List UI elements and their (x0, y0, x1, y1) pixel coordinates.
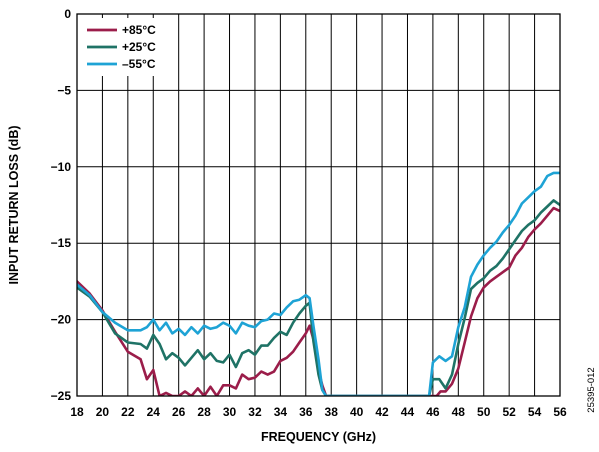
series-line-2 (77, 199, 560, 396)
y-axis-title: INPUT RETURN LOSS (dB) (7, 125, 21, 284)
x-tick-label: 24 (147, 405, 161, 419)
x-tick-label: 44 (401, 405, 415, 419)
y-tick-labels: 0 −5 −10 −15 −20 −25 (51, 7, 72, 403)
x-tick-label: 38 (325, 405, 339, 419)
x-tick-label: 20 (96, 405, 110, 419)
x-tick-labels: 18 20 22 24 26 28 30 32 34 36 38 40 42 44 46 48 50 52 54 56 (70, 405, 567, 419)
x-tick-label: 56 (553, 405, 567, 419)
x-tick-label: 22 (121, 405, 135, 419)
x-tick-label: 28 (197, 405, 211, 419)
x-tick-label: 34 (274, 405, 288, 419)
y-tick-label: −5 (57, 83, 71, 97)
y-tick-label: −20 (51, 313, 72, 327)
y-tick-label: −25 (51, 389, 72, 403)
x-tick-label: 26 (172, 405, 186, 419)
legend-label: –55°C (122, 57, 156, 71)
x-tick-label: 48 (452, 405, 466, 419)
y-tick-label: −10 (51, 160, 72, 174)
x-tick-label: 46 (426, 405, 440, 419)
x-tick-label: 42 (375, 405, 389, 419)
x-tick-label: 54 (528, 405, 542, 419)
legend-label: +85°C (122, 23, 156, 37)
legend: +85°C +25°C –55°C (81, 18, 173, 76)
x-tick-label: 50 (477, 405, 491, 419)
series-line-1 (77, 206, 560, 396)
series-lines (77, 171, 560, 396)
figure-id: 25395-012 (586, 367, 597, 412)
x-tick-label: 30 (223, 405, 237, 419)
y-tick-label: −15 (51, 236, 72, 250)
y-tick-label: 0 (64, 7, 71, 21)
series-line-3 (77, 171, 560, 396)
legend-label: +25°C (122, 40, 156, 54)
grid-lines (76, 13, 561, 397)
x-tick-label: 32 (248, 405, 262, 419)
x-tick-label: 52 (502, 405, 516, 419)
x-tick-label: 36 (299, 405, 313, 419)
plot-frame (76, 13, 561, 397)
x-tick-label: 40 (350, 405, 364, 419)
x-axis-title: FREQUENCY (GHz) (261, 430, 376, 444)
x-tick-label: 18 (70, 405, 84, 419)
